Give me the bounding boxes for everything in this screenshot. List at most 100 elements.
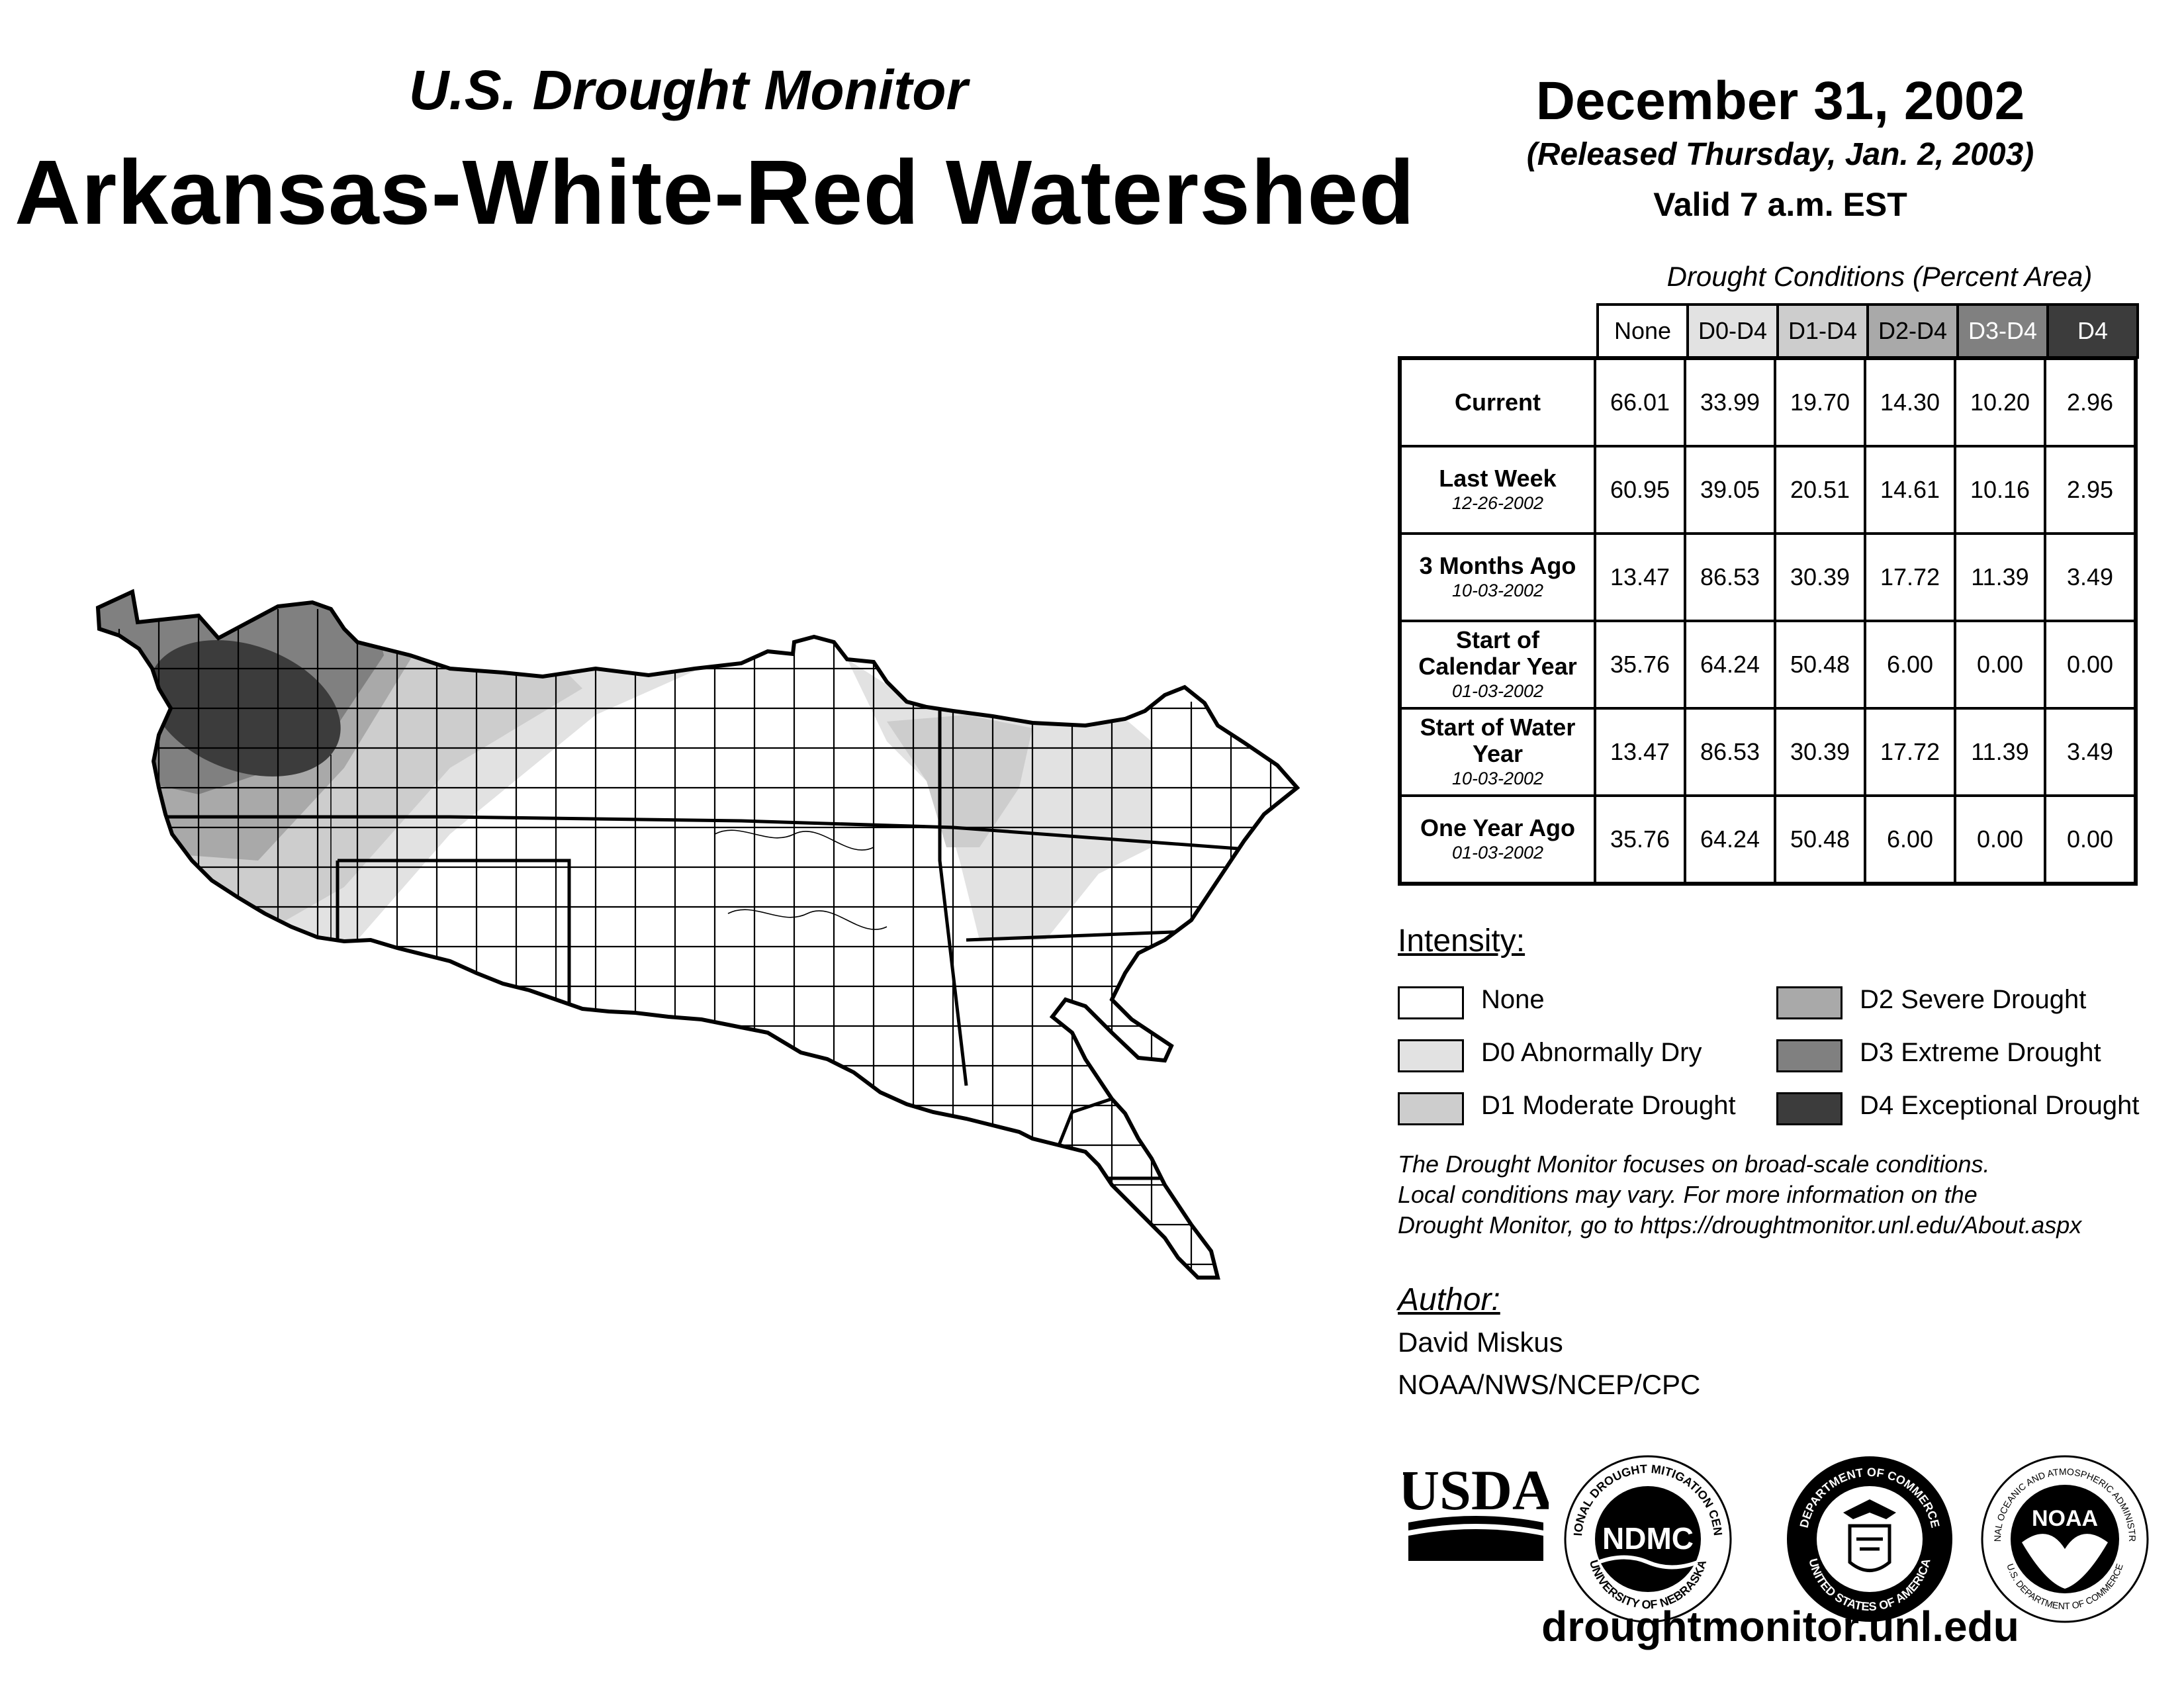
table-row: One Year Ago 01-03-2002 35.76 64.24 50.48 6.0… <box>1398 794 2137 885</box>
table-cell: 14.30 <box>1864 357 1956 447</box>
table-cell: 2.95 <box>2044 445 2137 535</box>
legend-swatch <box>1776 1092 1843 1125</box>
table-cell: 17.72 <box>1864 532 1956 622</box>
map-date: December 31, 2002 <box>1535 71 2025 131</box>
table-cell: 11.39 <box>1954 532 2046 622</box>
author-name: David Miskus <box>1398 1327 1563 1358</box>
table-row: Current 66.01 33.99 19.70 14.30 10.20 2.96 <box>1398 357 2137 447</box>
map-subtitle: U.S. Drought Monitor <box>408 59 968 121</box>
row-label: 3 Months Ago <box>1419 552 1576 579</box>
column-header: D2-D4 <box>1866 303 1959 359</box>
legend-swatch <box>1776 1039 1843 1072</box>
usda-logo-text: USDA <box>1403 1458 1549 1522</box>
table-cell: 11.39 <box>1954 707 2046 797</box>
table-cell: 17.72 <box>1864 707 1956 797</box>
row-label-cell: Current <box>1398 357 1596 447</box>
release-date: (Released Thursday, Jan. 2, 2003) <box>1526 137 2034 172</box>
table-row: 3 Months Ago 10-03-2002 13.47 86.53 30.39 17.… <box>1398 532 2137 622</box>
table-cell: 2.96 <box>2044 357 2137 447</box>
legend-label: D3 Extreme Drought <box>1860 1038 2101 1067</box>
table-cell: 64.24 <box>1684 794 1776 885</box>
note-line-2: Local conditions may vary. For more info… <box>1398 1181 1978 1208</box>
legend-label: D2 Severe Drought <box>1860 985 2087 1014</box>
table-row: Last Week 12-26-2002 60.95 39.05 20.51 14.61 1… <box>1398 445 2137 535</box>
legend-label: D4 Exceptional Drought <box>1860 1091 2140 1120</box>
table-cell: 50.48 <box>1774 620 1866 710</box>
noaa-logo-text: NOAA <box>2032 1506 2098 1531</box>
disclaimer-note: The Drought Monitor focuses on broad-sca… <box>1398 1149 2179 1241</box>
row-label: One Year Ago <box>1420 814 1576 841</box>
intensity-heading: Intensity: <box>1398 923 1525 959</box>
legend-swatch <box>1398 1092 1464 1125</box>
legend-label: None <box>1481 985 1545 1014</box>
column-header: D1-D4 <box>1776 303 1869 359</box>
table-cell: 86.53 <box>1684 532 1776 622</box>
table-cell: 0.00 <box>2044 620 2137 710</box>
row-label: Start of Calendar Year <box>1418 626 1577 680</box>
usda-logo: USDA <box>1403 1458 1549 1561</box>
row-label: Current <box>1454 389 1541 416</box>
website-url[interactable]: droughtmonitor.unl.edu <box>1541 1603 2019 1650</box>
table-row: Start of Calendar Year 01-03-2002 35.76 64.… <box>1398 620 2137 710</box>
table-cell: 19.70 <box>1774 357 1866 447</box>
table-cell: 35.76 <box>1594 794 1686 885</box>
row-date: 10-03-2002 <box>1451 769 1544 788</box>
row-label-cell: Start of Calendar Year 01-03-2002 <box>1398 620 1596 710</box>
ndmc-logo-text: NDMC <box>1602 1521 1694 1556</box>
row-date: 12-26-2002 <box>1451 493 1544 513</box>
table-cell: 13.47 <box>1594 532 1686 622</box>
ndmc-logo: NATIONAL DROUGHT MITIGATION CENTER UNIVE… <box>1559 1450 1732 1623</box>
table-cell: 35.76 <box>1594 620 1686 710</box>
author-heading: Author: <box>1398 1282 1500 1317</box>
row-date: 01-03-2002 <box>1451 681 1544 701</box>
row-label-cell: Last Week 12-26-2002 <box>1398 445 1596 535</box>
table-cell: 66.01 <box>1594 357 1686 447</box>
row-date: 10-03-2002 <box>1451 581 1544 600</box>
table-cell: 3.49 <box>2044 532 2137 622</box>
watershed-map <box>79 569 1310 1350</box>
table-cell: 86.53 <box>1684 707 1776 797</box>
table-cell: 39.05 <box>1684 445 1776 535</box>
note-line-3: Drought Monitor, go to https://droughtmo… <box>1398 1211 2082 1239</box>
drought-shading <box>98 592 1297 1278</box>
table-cell: 30.39 <box>1774 707 1866 797</box>
note-line-1: The Drought Monitor focuses on broad-sca… <box>1398 1150 1990 1178</box>
row-label-cell: 3 Months Ago 10-03-2002 <box>1398 532 1596 622</box>
table-cell: 10.16 <box>1954 445 2046 535</box>
valid-time: Valid 7 a.m. EST <box>1653 186 1907 223</box>
table-row: Start of Water Year 10-03-2002 13.47 86.53 3… <box>1398 707 2137 797</box>
table-cell: 6.00 <box>1864 794 1956 885</box>
table-cell: 6.00 <box>1864 620 1956 710</box>
column-header: D4 <box>2046 303 2139 359</box>
table-cell: 0.00 <box>1954 794 2046 885</box>
table-caption: Drought Conditions (Percent Area) <box>1666 261 2093 292</box>
row-label: Last Week <box>1439 465 1557 492</box>
table-cell: 13.47 <box>1594 707 1686 797</box>
column-header: D0-D4 <box>1686 303 1779 359</box>
row-label-cell: One Year Ago 01-03-2002 <box>1398 794 1596 885</box>
legend-swatch <box>1776 986 1843 1019</box>
legend-label: D0 Abnormally Dry <box>1481 1038 1702 1067</box>
author-organization: NOAA/NWS/NCEP/CPC <box>1398 1369 1701 1400</box>
table-cell: 0.00 <box>1954 620 2046 710</box>
noaa-logo: NATIONAL OCEANIC AND ATMOSPHERIC ADMINIS… <box>1976 1450 2149 1623</box>
column-header: D3-D4 <box>1956 303 2049 359</box>
table-cell: 10.20 <box>1954 357 2046 447</box>
table-cell: 3.49 <box>2044 707 2137 797</box>
legend-label: D1 Moderate Drought <box>1481 1091 1736 1120</box>
table-cell: 50.48 <box>1774 794 1866 885</box>
table-cell: 60.95 <box>1594 445 1686 535</box>
table-cell: 0.00 <box>2044 794 2137 885</box>
table-header: None D0-D4 D1-D4 D2-D4 D3-D4 D4 <box>1596 303 2139 359</box>
row-date: 01-03-2002 <box>1451 843 1544 863</box>
legend-swatch <box>1398 986 1464 1019</box>
table-cell: 14.61 <box>1864 445 1956 535</box>
drought-stats-table: Current 66.01 33.99 19.70 14.30 10.20 2.96 Last… <box>1398 356 2138 886</box>
map-title: Arkansas-White-Red Watershed <box>15 142 1416 244</box>
table-cell: 33.99 <box>1684 357 1776 447</box>
table-cell: 20.51 <box>1774 445 1866 535</box>
row-label: Start of Water Year <box>1420 714 1576 767</box>
table-cell: 30.39 <box>1774 532 1866 622</box>
table-cell: 64.24 <box>1684 620 1776 710</box>
row-label-cell: Start of Water Year 10-03-2002 <box>1398 707 1596 797</box>
